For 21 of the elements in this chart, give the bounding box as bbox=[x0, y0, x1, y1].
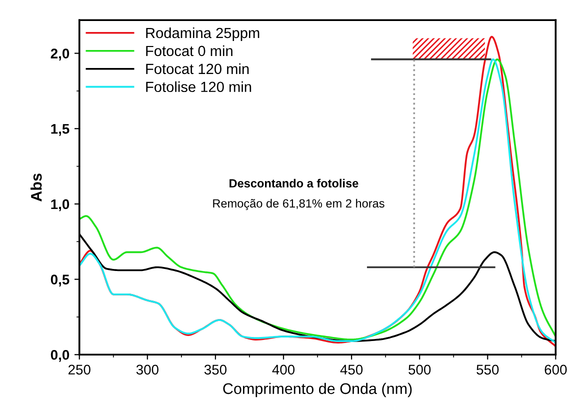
y-axis-title: Abs bbox=[30, 174, 42, 202]
x-tick-label: 600 bbox=[544, 364, 567, 375]
annotation: Descontando a fotolise bbox=[230, 178, 358, 188]
y-tick-label: 0,5 bbox=[50, 274, 70, 286]
x-tick-label: 500 bbox=[408, 364, 431, 375]
legend-label: Rodamina 25ppm bbox=[146, 27, 260, 42]
x-axis-title: Comprimento de Onda (nm) bbox=[223, 382, 412, 398]
y-tick-label: 0,0 bbox=[50, 350, 70, 362]
legend-label: Fotocat 120 min bbox=[146, 63, 249, 74]
annotation: Remoção de 61,81% em 2 horas bbox=[213, 198, 384, 210]
legend-label: Fotocat 0 min bbox=[146, 45, 232, 56]
x-tick-label: 450 bbox=[340, 364, 363, 375]
x-tick-label: 400 bbox=[272, 364, 295, 375]
x-tick-label: 350 bbox=[204, 364, 227, 375]
legend-label: Fotolise 120 min bbox=[146, 81, 252, 92]
y-tick-label: 2,0 bbox=[50, 48, 70, 60]
y-tick-label: 1,0 bbox=[51, 199, 70, 212]
x-tick-label: 250 bbox=[68, 364, 90, 375]
y-tick-label: 1,5 bbox=[51, 124, 70, 136]
x-tick-label: 550 bbox=[476, 364, 499, 375]
x-tick-label: 300 bbox=[136, 364, 158, 375]
